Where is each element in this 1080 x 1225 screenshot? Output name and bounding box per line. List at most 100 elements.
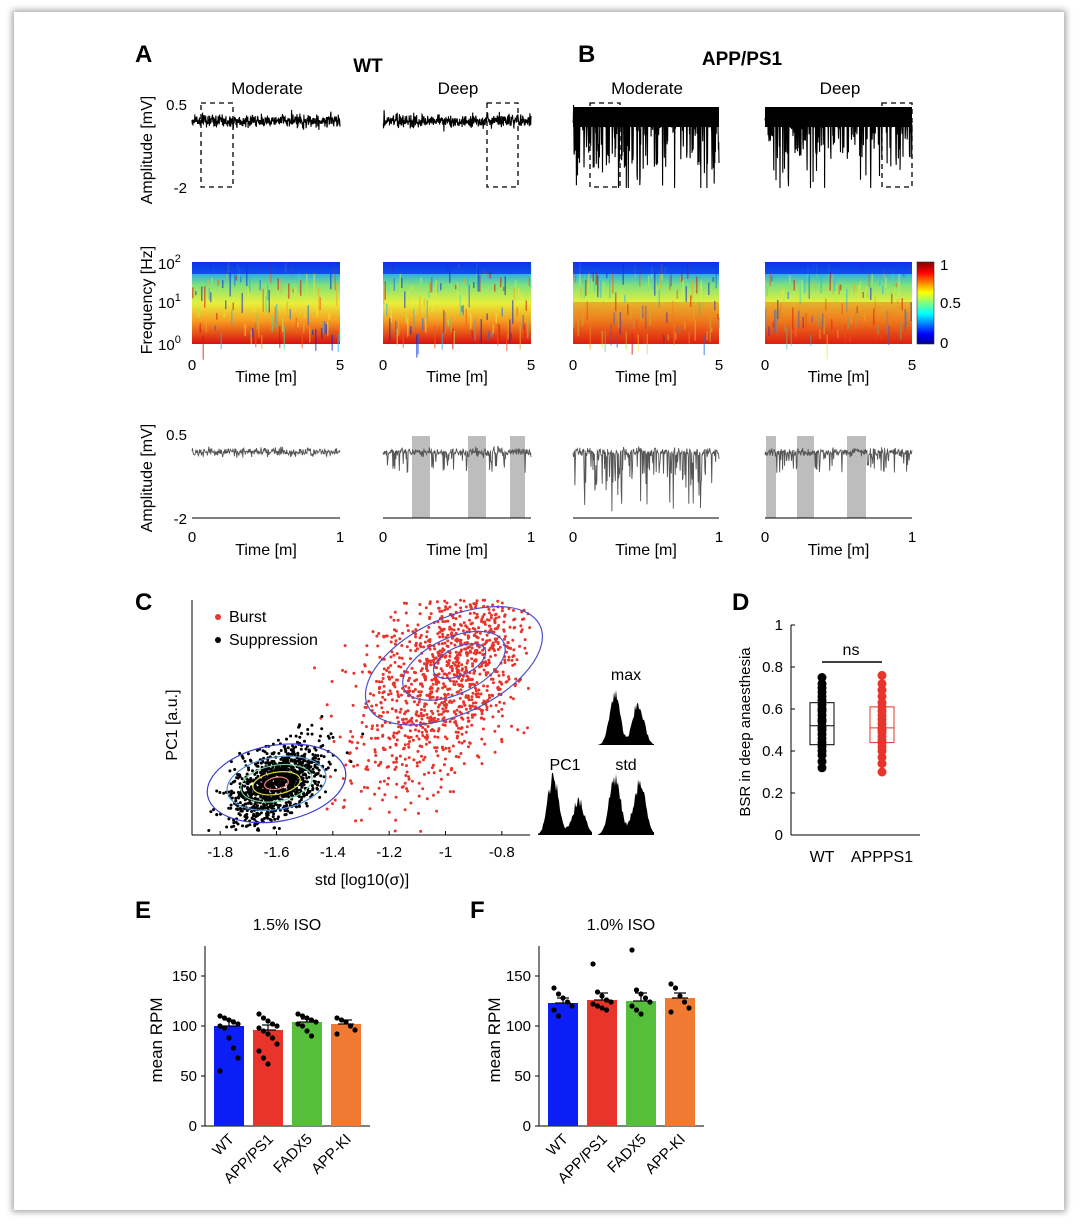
data-point xyxy=(642,995,649,1001)
spectrogram-stripe xyxy=(267,284,269,301)
zoom-window-box xyxy=(881,102,913,188)
suppression-point xyxy=(252,812,256,816)
burst-point xyxy=(458,696,462,700)
spectrogram-stripe xyxy=(852,291,854,296)
burst-point xyxy=(436,661,440,665)
suppression-point xyxy=(243,798,247,802)
spectrogram-stripe xyxy=(282,318,284,333)
data-point xyxy=(681,999,688,1005)
burst-point xyxy=(436,754,440,758)
burst-point xyxy=(470,704,474,708)
spectrogram-stripe xyxy=(219,288,221,301)
bar xyxy=(214,1026,244,1126)
burst-point xyxy=(410,666,414,670)
spectrogram-stripe xyxy=(443,309,445,333)
burst-point xyxy=(497,674,501,678)
burst-point xyxy=(443,608,447,612)
burst-point xyxy=(431,763,435,767)
data-point xyxy=(235,1055,241,1061)
x-tick-label: 0 xyxy=(188,529,196,546)
burst-point xyxy=(434,679,438,683)
burst-point xyxy=(479,692,483,696)
spectrogram-stripe xyxy=(820,272,822,293)
spectrogram-stripe xyxy=(801,280,803,302)
burst-point xyxy=(390,635,394,639)
spectrogram-stripe xyxy=(235,275,237,281)
data-point xyxy=(343,1019,349,1025)
spectrogram-stripe xyxy=(591,278,593,301)
suppression-point xyxy=(283,809,287,813)
spectrogram-stripe xyxy=(307,305,309,325)
burst-point xyxy=(399,707,403,711)
burst-point xyxy=(430,766,434,770)
burst-point xyxy=(442,716,446,720)
burst-point xyxy=(395,652,399,656)
burst-point xyxy=(412,758,416,762)
burst-point xyxy=(453,643,457,647)
burst-point xyxy=(491,681,495,685)
spectrogram-stripe xyxy=(864,314,866,321)
burst-point xyxy=(416,623,420,627)
burst-point xyxy=(457,627,460,631)
burst-point xyxy=(419,690,423,694)
burst-point xyxy=(373,792,377,796)
burst-point xyxy=(362,714,366,717)
burst-point xyxy=(360,735,364,739)
spectrogram-stripe xyxy=(453,330,455,344)
burst-point xyxy=(422,772,426,776)
burst-point xyxy=(448,790,452,794)
burst-point xyxy=(468,741,472,745)
spectrogram-stripe xyxy=(201,286,203,301)
spectrogram-stripe xyxy=(837,329,839,338)
burst-point xyxy=(369,736,373,740)
spectrogram-stripe xyxy=(823,318,825,335)
burst-point xyxy=(373,748,377,752)
x-tick-label: -0.8 xyxy=(489,844,515,861)
burst-point xyxy=(374,736,378,740)
suppression-point xyxy=(251,779,254,783)
suppression-point xyxy=(265,752,269,756)
suppression-point xyxy=(277,797,281,801)
x-tick-label: 5 xyxy=(908,357,916,374)
spectrogram-stripe xyxy=(850,316,852,325)
spectrogram-stripe xyxy=(579,262,581,286)
burst-point xyxy=(376,728,380,732)
burst-point xyxy=(444,746,448,750)
suppression-point xyxy=(286,794,290,798)
burst-point xyxy=(481,648,485,652)
spectrogram-stripe xyxy=(286,301,288,321)
spectrogram-stripe xyxy=(655,283,657,292)
spectrogram-stripe xyxy=(426,299,428,323)
spectrogram-stripe xyxy=(471,330,473,339)
burst-point xyxy=(446,692,450,696)
spectrogram-stripe xyxy=(766,286,768,297)
burst-point xyxy=(389,655,393,659)
burst-point xyxy=(401,631,404,635)
spectrogram-stripe xyxy=(702,291,704,309)
spectrogram-stripe xyxy=(208,288,210,300)
suppression-point xyxy=(273,817,277,821)
spectrogram-stripe xyxy=(768,326,770,337)
burst-point xyxy=(452,628,456,632)
burst-point xyxy=(486,671,490,675)
spectrogram-stripe xyxy=(676,289,678,299)
burst-point xyxy=(423,735,427,739)
burst-point xyxy=(393,610,397,614)
suppression-point xyxy=(333,768,337,772)
suppression-point xyxy=(237,796,241,800)
burst-point xyxy=(425,635,429,639)
burst-point xyxy=(470,657,474,661)
suppression-point xyxy=(273,780,277,784)
suppression-point xyxy=(229,803,233,807)
burst-point xyxy=(378,780,382,784)
spectrogram-stripe xyxy=(256,313,258,330)
burst-point xyxy=(483,622,487,626)
burst-point xyxy=(364,725,368,729)
burst-point xyxy=(429,612,433,616)
data-point xyxy=(274,1041,280,1047)
spectrogram-stripe xyxy=(512,300,514,324)
burst-point xyxy=(354,684,358,688)
spectrogram-stripe xyxy=(328,313,330,320)
spectrogram-stripe xyxy=(503,286,505,292)
burst-point xyxy=(381,746,385,750)
